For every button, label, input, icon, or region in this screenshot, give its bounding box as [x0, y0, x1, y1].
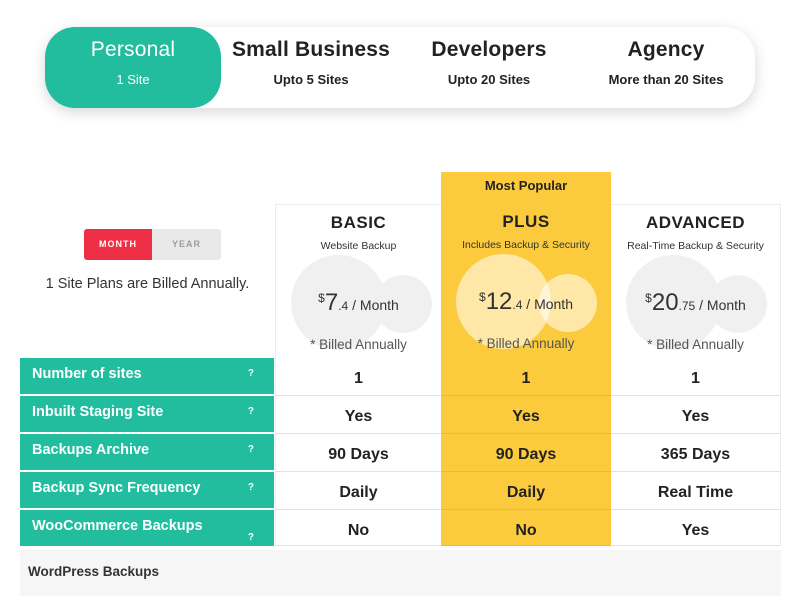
- price-period: / Month: [695, 297, 746, 313]
- tab-title: Small Business: [231, 38, 391, 61]
- plan-price: $12.4 / Month: [441, 288, 611, 316]
- tab-agency[interactable]: Agency More than 20 Sites: [577, 27, 755, 108]
- plan-description: Includes Backup & Security: [462, 239, 590, 251]
- plan-type-tabs: Personal 1 Site Small Business Upto 5 Si…: [45, 27, 755, 108]
- feature-label-cell: Backups Archive ?: [20, 434, 274, 470]
- plan-price: $7.4 / Month: [276, 289, 441, 317]
- feature-label: Backup Sync Frequency: [32, 480, 201, 496]
- tab-subtitle: More than 20 Sites: [608, 72, 724, 87]
- feature-label: Backups Archive: [32, 442, 150, 458]
- price-amount: 20: [651, 289, 679, 316]
- price-currency: $: [479, 290, 486, 304]
- advanced-value: 1: [611, 358, 781, 396]
- plus-value: Daily: [441, 472, 611, 510]
- table-row: Inbuilt Staging Site ? Yes Yes Yes: [20, 396, 781, 434]
- tab-title: Personal: [90, 38, 176, 61]
- feature-label-cell: Backup Sync Frequency ?: [20, 472, 274, 508]
- price-bubble-decoration: [276, 255, 441, 355]
- plus-value: 90 Days: [441, 434, 611, 472]
- advanced-value: Real Time: [611, 472, 781, 510]
- price-cents: .4: [512, 298, 523, 312]
- billing-period-toggle: MONTH YEAR: [84, 229, 221, 260]
- table-row: WooCommerce Backups ? No No Yes: [20, 510, 781, 548]
- toggle-year-option[interactable]: YEAR: [171, 239, 201, 249]
- section-header-wordpress-backups[interactable]: WordPress Backups: [20, 550, 781, 596]
- plan-description: Website Backup: [320, 240, 397, 252]
- billed-note: * Billed Annually: [647, 337, 744, 352]
- table-row: Number of sites ? 1 1 1: [20, 358, 781, 396]
- plan-advanced: ADVANCED Real-Time Backup & Security $20…: [611, 204, 781, 358]
- plus-value: No: [441, 510, 611, 546]
- basic-value: 90 Days: [275, 434, 441, 472]
- tab-small-business[interactable]: Small Business Upto 5 Sites: [221, 27, 401, 108]
- feature-label: Number of sites: [32, 366, 142, 382]
- price-currency: $: [318, 291, 325, 305]
- price-amount: 12: [485, 288, 513, 315]
- section-label: WordPress Backups: [28, 564, 160, 579]
- price-period: / Month: [348, 297, 399, 313]
- help-icon[interactable]: ?: [247, 368, 254, 379]
- plan-description: Real-Time Backup & Security: [627, 240, 764, 252]
- price-currency: $: [645, 291, 652, 305]
- plan-name: BASIC: [330, 213, 387, 232]
- tab-title: Agency: [627, 38, 705, 61]
- advanced-value: Yes: [611, 510, 781, 546]
- tab-subtitle: Upto 20 Sites: [447, 72, 531, 87]
- price-period: / Month: [522, 296, 573, 312]
- feature-label-cell: Inbuilt Staging Site ?: [20, 396, 274, 432]
- plus-value: 1: [441, 358, 611, 396]
- tab-developers[interactable]: Developers Upto 20 Sites: [401, 27, 577, 108]
- help-icon[interactable]: ?: [247, 532, 254, 543]
- plus-value: Yes: [441, 396, 611, 434]
- plan-name: PLUS: [502, 212, 550, 231]
- basic-value: Yes: [275, 396, 441, 434]
- tab-personal[interactable]: Personal 1 Site: [45, 27, 221, 108]
- plan-price: $20.75 / Month: [611, 289, 780, 317]
- plan-basic: BASIC Website Backup $7.4 / Month * Bill…: [275, 204, 441, 358]
- plan-plus: PLUS Includes Backup & Security $12.4 / …: [441, 204, 611, 358]
- advanced-value: Yes: [611, 396, 781, 434]
- tab-subtitle: 1 Site: [116, 72, 150, 87]
- plan-name: ADVANCED: [645, 213, 746, 232]
- most-popular-badge: Most Popular: [441, 172, 611, 204]
- toggle-month-option[interactable]: MONTH: [84, 229, 152, 260]
- basic-value: Daily: [275, 472, 441, 510]
- table-row: Backup Sync Frequency ? Daily Daily Real…: [20, 472, 781, 510]
- basic-value: 1: [275, 358, 441, 396]
- feature-label-cell: Number of sites ?: [20, 358, 274, 394]
- price-cents: .4: [338, 299, 349, 313]
- billed-note: * Billed Annually: [310, 337, 407, 352]
- feature-label: Inbuilt Staging Site: [32, 404, 164, 420]
- help-icon[interactable]: ?: [247, 482, 254, 493]
- price-bubble-decoration: [611, 255, 780, 355]
- billed-note: * Billed Annually: [477, 336, 575, 351]
- billing-note: 1 Site Plans are Billed Annually.: [45, 276, 250, 292]
- table-row: Backups Archive ? 90 Days 90 Days 365 Da…: [20, 434, 781, 472]
- help-icon[interactable]: ?: [247, 406, 254, 417]
- price-cents: .75: [678, 299, 696, 313]
- tab-title: Developers: [431, 38, 547, 61]
- price-amount: 7: [324, 289, 339, 316]
- feature-comparison-table: Number of sites ? 1 1 1 Inbuilt Staging …: [20, 358, 781, 548]
- feature-label: WooCommerce Backups: [32, 518, 203, 534]
- feature-label-cell: WooCommerce Backups ?: [20, 510, 274, 546]
- basic-value: No: [275, 510, 441, 546]
- tab-subtitle: Upto 5 Sites: [273, 72, 349, 87]
- advanced-value: 365 Days: [611, 434, 781, 472]
- price-bubble-decoration: [441, 254, 611, 354]
- help-icon[interactable]: ?: [247, 444, 254, 455]
